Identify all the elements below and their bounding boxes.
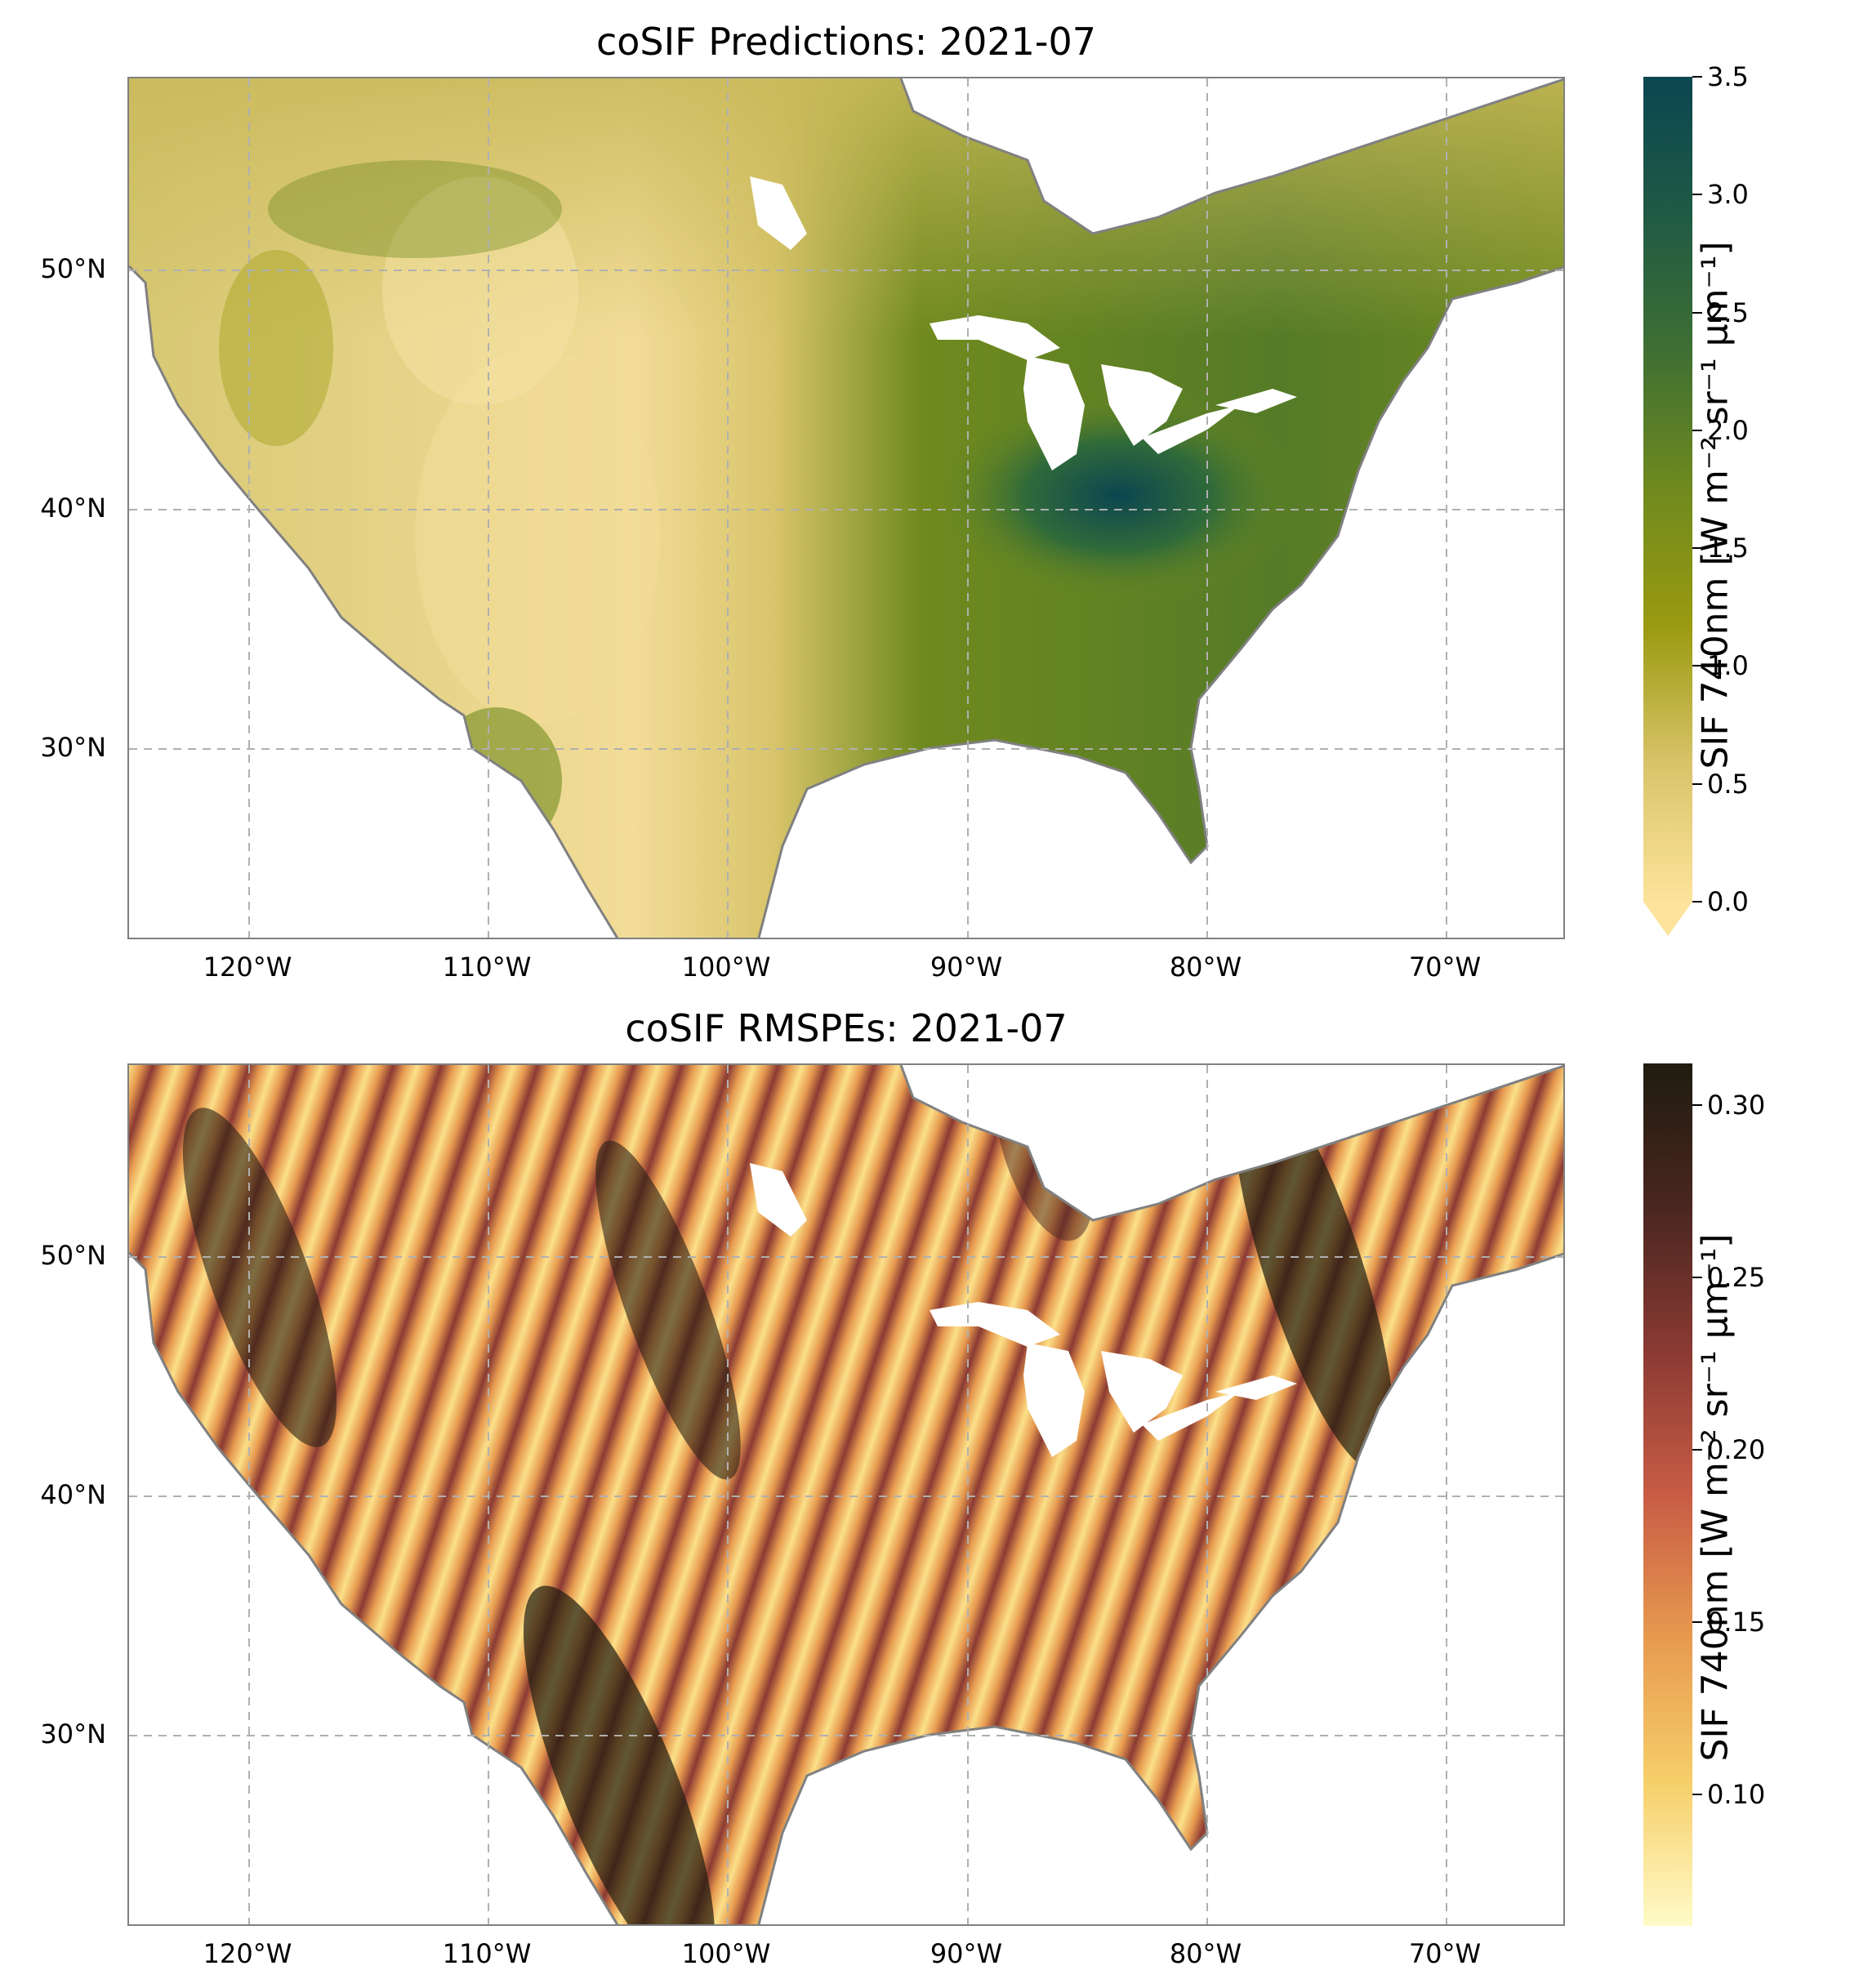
lon-tick-90-b: 90°W: [930, 1938, 1003, 1969]
prediction-map-svg: [129, 78, 1563, 938]
lon-tick-110-b: 110°W: [442, 1938, 532, 1969]
lat-tick-30: 30°N: [40, 732, 106, 763]
colorbar-tick-mark: [1692, 311, 1702, 314]
colorbar-tick-label: 0.25: [1707, 1261, 1766, 1293]
lon-tick-100-b: 100°W: [681, 1938, 771, 1969]
lon-tick-70: 70°W: [1408, 952, 1482, 983]
colorbar-tick-mark: [1692, 194, 1702, 196]
prediction-colorbar-extend: [1643, 902, 1692, 936]
colorbar-tick-label: 2.5: [1707, 296, 1749, 328]
lon-tick-90: 90°W: [930, 952, 1003, 983]
colorbar-tick-mark: [1692, 782, 1702, 785]
colorbar-tick-mark: [1692, 1794, 1702, 1796]
lat-tick-30-b: 30°N: [40, 1718, 106, 1750]
rmspe-colorbar-label: SIF 740nm [W m⁻² sr⁻¹ μm⁻¹]: [1694, 1233, 1736, 1762]
colorbar-tick-mark: [1692, 665, 1702, 667]
colorbar-tick-mark: [1692, 76, 1702, 78]
colorbar-tick-mark: [1692, 901, 1702, 903]
colorbar-tick-label: 2.0: [1707, 414, 1749, 446]
lat-tick-50: 50°N: [40, 253, 106, 284]
rmspe-map: [127, 1063, 1565, 1926]
lon-tick-100: 100°W: [681, 952, 771, 983]
panel-1-title: coSIF Predictions: 2021-07: [595, 20, 1097, 64]
lon-tick-70-b: 70°W: [1408, 1938, 1482, 1969]
colorbar-tick-label: 3.0: [1707, 179, 1749, 211]
lat-tick-40: 40°N: [40, 493, 106, 524]
rmspe-map-svg: [129, 1065, 1563, 1924]
lon-tick-120: 120°W: [203, 952, 292, 983]
colorbar-tick-mark: [1692, 1621, 1702, 1624]
lon-tick-120-b: 120°W: [203, 1938, 292, 1969]
lon-tick-80-b: 80°W: [1169, 1938, 1242, 1969]
colorbar-tick-label: 0.10: [1707, 1779, 1766, 1811]
colorbar-tick-label: 0.5: [1707, 768, 1749, 800]
colorbar-tick-label: 1.5: [1707, 533, 1749, 564]
colorbar-tick-mark: [1692, 429, 1702, 431]
rmspe-colorbar: [1643, 1063, 1692, 1926]
colorbar-tick-mark: [1692, 547, 1702, 550]
lon-tick-80: 80°W: [1169, 952, 1242, 983]
prediction-map: [127, 77, 1565, 939]
colorbar-tick-label: 0.15: [1707, 1607, 1766, 1638]
prediction-colorbar-label: SIF 740nm [W m⁻² sr⁻¹ μm⁻¹]: [1694, 241, 1736, 769]
colorbar-tick-mark: [1692, 1449, 1702, 1451]
colorbar-tick-label: 0.30: [1707, 1089, 1766, 1121]
colorbar-tick-label: 1.0: [1707, 650, 1749, 682]
colorbar-tick-label: 0.20: [1707, 1434, 1766, 1466]
colorbar-tick-label: 3.5: [1707, 61, 1749, 92]
lat-tick-40-b: 40°N: [40, 1479, 106, 1510]
panel-2-title: coSIF RMSPEs: 2021-07: [625, 1006, 1068, 1050]
colorbar-tick-mark: [1692, 1276, 1702, 1278]
lon-tick-110: 110°W: [442, 952, 532, 983]
lat-tick-50-b: 50°N: [40, 1240, 106, 1271]
prediction-colorbar: [1643, 77, 1692, 902]
colorbar-tick-label: 0.0: [1707, 886, 1749, 917]
colorbar-tick-mark: [1692, 1103, 1702, 1106]
